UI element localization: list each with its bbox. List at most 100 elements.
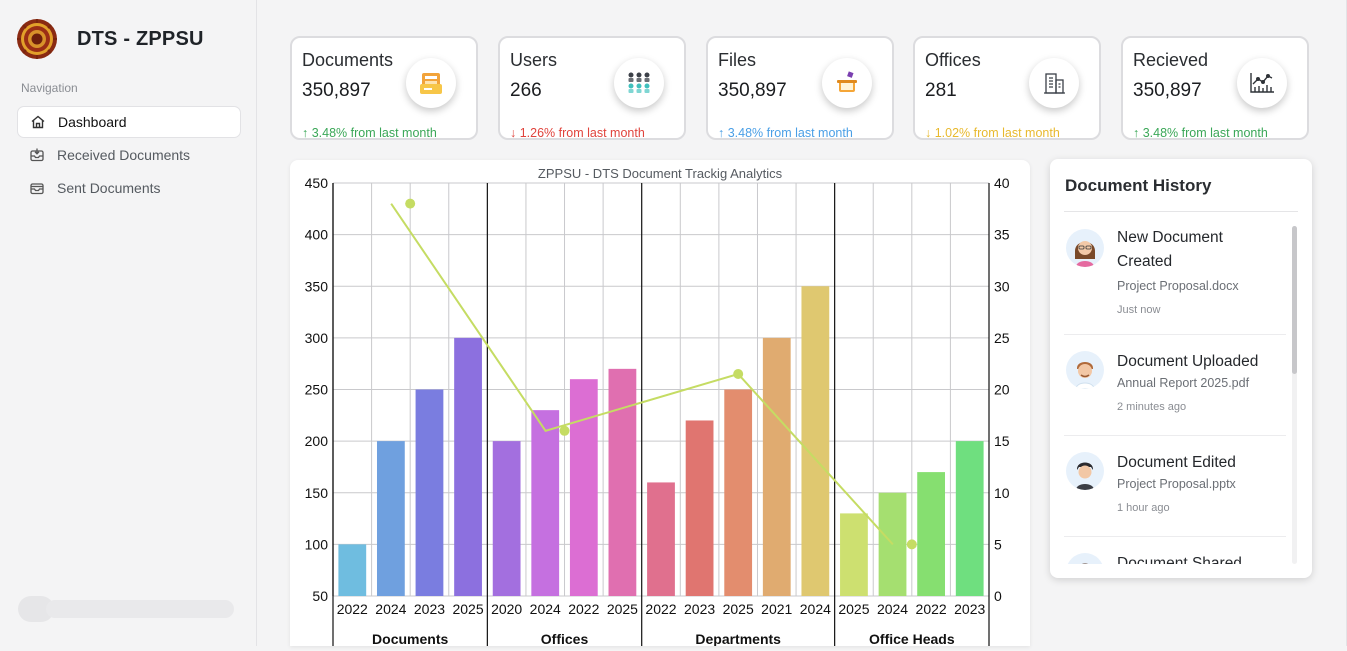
y2-tick-label: 40 (994, 175, 1010, 191)
history-item-time: 2 minutes ago (1117, 401, 1187, 413)
bar (492, 441, 521, 596)
x-tick-label: 2024 (800, 601, 831, 617)
sidebar-item-dashboard[interactable]: Dashboard (17, 106, 241, 138)
scrollbar-thumb[interactable] (1292, 226, 1297, 374)
history-item-file: Project Proposal.docx (1117, 279, 1239, 293)
x-tick-label: 2024 (877, 601, 908, 617)
brand[interactable]: DTS - ZPPSU (16, 18, 204, 60)
line-point (906, 539, 917, 550)
sidebar-item-label: Received Documents (57, 147, 191, 163)
stat-card-received[interactable]: Recieved 350,897 ↑ 3.48% from last month (1121, 36, 1309, 140)
stat-value: 350,897 (718, 80, 787, 101)
x-tick-label: 2023 (954, 601, 985, 617)
stat-label: Offices (925, 50, 981, 70)
app-title: DTS - ZPPSU (77, 27, 204, 50)
x-tick-label: 2020 (491, 601, 522, 617)
y2-tick-label: 15 (994, 433, 1010, 449)
x-tick-label: 2024 (530, 601, 561, 617)
y2-tick-label: 5 (994, 536, 1002, 552)
stat-trend: ↑ 3.48% from last month (1133, 126, 1268, 140)
user-profile-blurred[interactable] (18, 594, 234, 624)
y-tick-label: 200 (305, 433, 329, 449)
y2-tick-label: 35 (994, 227, 1010, 243)
line-series (390, 203, 894, 546)
man-dark-hair-avatar-icon (1066, 452, 1104, 490)
stat-value: 350,897 (1133, 80, 1202, 101)
bar (338, 544, 367, 596)
office-building-icon (1029, 58, 1079, 108)
sidebar-item-received-documents[interactable]: Received Documents (17, 140, 239, 170)
y-tick-label: 300 (305, 330, 329, 346)
stat-card-offices[interactable]: Offices 281 ↓ 1.02% from last month (913, 36, 1101, 140)
line-point (559, 425, 570, 436)
stat-label: Recieved (1133, 50, 1209, 70)
history-item-time: 1 hour ago (1117, 502, 1170, 514)
bar (917, 472, 946, 596)
bar (569, 379, 598, 596)
x-tick-label: 2022 (916, 601, 947, 617)
y2-tick-label: 10 (994, 485, 1010, 501)
university-seal-logo (17, 19, 57, 59)
stat-card-files[interactable]: Files 350,897 ↑ 3.48% from last month (706, 36, 894, 140)
stat-trend: ↓ 1.02% from last month (925, 126, 1060, 140)
stat-trend: ↑ 3.48% from last month (302, 126, 437, 140)
bar (608, 368, 637, 596)
analytics-chart-panel: ZPPSU - DTS Document Trackig Analytics 45… (290, 160, 1030, 647)
history-scrollbar[interactable] (1292, 226, 1297, 564)
x-tick-label: 2022 (337, 601, 368, 617)
document-history-panel: Document History New Document Created Pr… (1050, 159, 1312, 578)
history-item[interactable]: New Document Created Project Proposal.do… (1064, 212, 1286, 335)
stat-label: Documents (302, 50, 394, 70)
x-tick-label: 2025 (723, 601, 754, 617)
bar (454, 337, 482, 596)
y-tick-label: 150 (305, 485, 329, 501)
y-tick-label: 350 (305, 278, 329, 294)
y-tick-label: 400 (305, 227, 329, 243)
bar (647, 482, 675, 596)
y-tick-label: 50 (312, 588, 328, 604)
history-item[interactable]: Document Uploaded Annual Report 2025.pdf… (1064, 335, 1286, 436)
x-tick-label: 2025 (607, 601, 638, 617)
sidebar-item-label: Dashboard (58, 114, 127, 130)
man-avatar-icon (1066, 351, 1104, 389)
y2-tick-label: 0 (994, 588, 1002, 604)
history-item-file: Project Proposal.pptx (1117, 477, 1236, 491)
x-tick-label: 2024 (375, 601, 406, 617)
history-item-title: Document Edited (1117, 454, 1236, 471)
bar (762, 337, 791, 596)
group-label: Documents (372, 631, 448, 646)
x-tick-label: 2023 (414, 601, 445, 617)
y-tick-label: 100 (305, 536, 329, 552)
stat-trend: ↓ 1.26% from last month (510, 126, 645, 140)
stat-card-users[interactable]: Users 266 ↓ 1.26% from last month (498, 36, 686, 140)
x-tick-label: 2025 (838, 601, 869, 617)
stat-label: Users (510, 50, 558, 70)
x-tick-label: 2022 (568, 601, 599, 617)
x-tick-label: 2025 (452, 601, 483, 617)
woman-avatar-icon (1066, 229, 1104, 267)
y2-tick-label: 30 (994, 278, 1010, 294)
stat-card-documents[interactable]: Documents 350,897 ↑ 3.48% from last mont… (290, 36, 478, 140)
bar (840, 513, 868, 596)
bar (415, 389, 444, 596)
stat-value: 281 (925, 80, 957, 101)
outbox-icon (30, 183, 44, 195)
bar (724, 389, 753, 596)
stat-label: Files (718, 50, 757, 70)
line-point (405, 198, 416, 209)
line-chart-icon (1237, 58, 1287, 108)
home-icon (31, 115, 45, 129)
history-item[interactable]: Document Shared (1064, 537, 1286, 564)
line-point (733, 369, 744, 380)
y-tick-label: 250 (305, 382, 329, 398)
sidebar-item-sent-documents[interactable]: Sent Documents (17, 173, 239, 203)
group-label: Office Heads (869, 631, 955, 646)
y2-tick-label: 25 (994, 330, 1010, 346)
analytics-chart: ZPPSU - DTS Document Trackig Analytics 45… (305, 166, 1010, 647)
history-item[interactable]: Document Edited Project Proposal.pptx 1 … (1064, 436, 1286, 537)
group-label: Departments (695, 631, 781, 646)
history-list[interactable]: New Document Created Project Proposal.do… (1050, 212, 1296, 564)
history-item-time: Just now (1117, 304, 1161, 316)
x-tick-label: 2021 (761, 601, 792, 617)
person-avatar-icon (1066, 553, 1104, 564)
